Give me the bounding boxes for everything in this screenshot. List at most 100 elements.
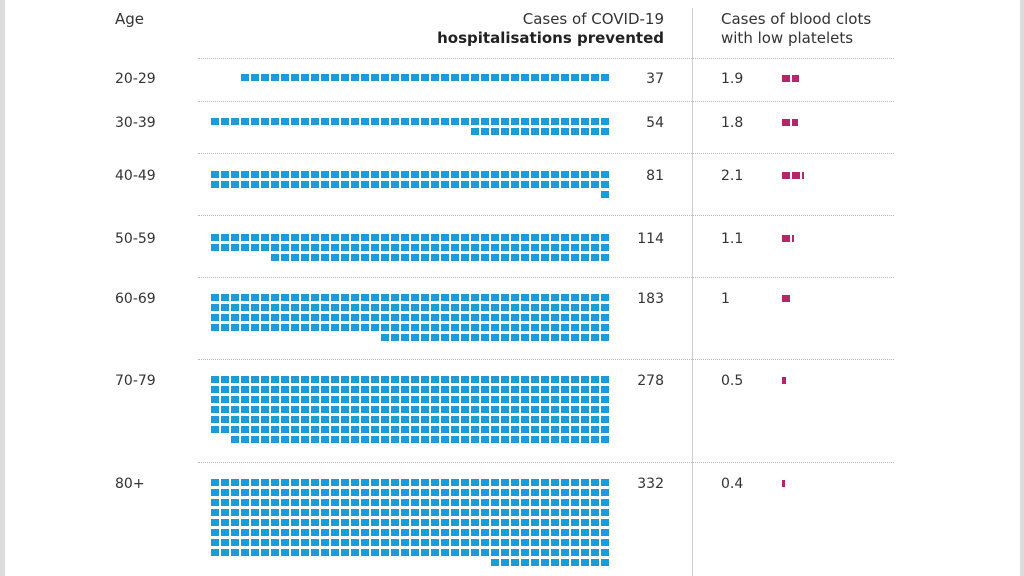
prevented-case-square [491,171,499,178]
prevented-case-square [311,479,319,486]
prevented-case-square [481,436,489,443]
prevented-case-square [451,509,459,516]
prevented-case-square [321,386,329,393]
prevented-case-square [591,539,599,546]
prevented-case-square [211,416,219,423]
prevented-case-square [421,334,429,341]
clots-value-label: 1.1 [721,231,744,247]
prevented-case-square [531,479,539,486]
prevented-case-square [301,118,309,125]
prevented-case-square [511,529,519,536]
prevented-case-square [381,314,389,321]
prevented-case-square [441,171,449,178]
prevented-case-square [551,509,559,516]
prevented-case-square [301,436,309,443]
prevented-case-square [481,479,489,486]
prevented-case-square [531,376,539,383]
prevented-case-square [301,294,309,301]
prevented-case-square [331,479,339,486]
prevented-case-square [441,376,449,383]
prevented-case-square [311,426,319,433]
prevented-case-square [521,118,529,125]
prevented-case-square [251,181,259,188]
prevented-case-square [381,376,389,383]
prevented-case-square [541,128,549,135]
prevented-case-square [391,254,399,261]
prevented-case-square [591,234,599,241]
prevented-case-square [291,74,299,81]
prevented-case-square [331,406,339,413]
prevented-case-square [471,304,479,311]
prevented-case-square [591,314,599,321]
prevented-case-square [391,334,399,341]
prevented-case-square [351,539,359,546]
prevented-case-square [521,234,529,241]
prevented-case-square [281,304,289,311]
prevented-case-square [341,489,349,496]
prevented-case-square [471,519,479,526]
prevented-case-square [401,234,409,241]
prevented-case-square [461,386,469,393]
prevented-case-square [351,324,359,331]
prevented-case-square [601,416,609,423]
prevented-case-square [581,74,589,81]
prevented-case-square [261,386,269,393]
prevented-case-square [481,499,489,506]
prevented-case-square [311,294,319,301]
prevented-case-square [361,549,369,556]
prevented-case-square [571,128,579,135]
prevented-case-square [381,181,389,188]
prevented-case-square [311,396,319,403]
prevented-case-square [551,171,559,178]
prevented-case-square [531,539,539,546]
prevented-case-square [411,549,419,556]
prevented-case-square [551,181,559,188]
prevented-case-square [221,509,229,516]
prevented-case-square [491,499,499,506]
prevented-case-square [281,234,289,241]
prevented-case-square [431,314,439,321]
prevented-case-square [211,304,219,311]
prevented-case-square [231,499,239,506]
prevented-case-square [531,118,539,125]
prevented-case-square [231,294,239,301]
prevented-case-square [581,376,589,383]
prevented-case-square [491,519,499,526]
prevented-case-square [591,294,599,301]
prevented-case-square [561,426,569,433]
prevented-case-square [241,509,249,516]
prevented-case-square [311,74,319,81]
prevented-case-square [251,489,259,496]
prevented-case-square [321,426,329,433]
prevented-case-square [261,519,269,526]
prevented-case-square [331,529,339,536]
prevented-case-square [591,499,599,506]
prevented-case-square [231,314,239,321]
prevented-case-square [491,181,499,188]
prevented-case-square [601,539,609,546]
prevented-case-square [461,314,469,321]
prevented-case-square [551,244,559,251]
prevented-case-square [321,118,329,125]
prevented-case-square [221,294,229,301]
prevented-case-square [511,171,519,178]
prevented-case-square [421,74,429,81]
prevented-case-square [281,254,289,261]
prevented-case-square [451,294,459,301]
prevented-case-square [481,539,489,546]
prevented-case-square [301,304,309,311]
prevented-case-square [551,304,559,311]
prevented-case-square [311,304,319,311]
prevented-case-square [391,436,399,443]
prevented-case-square [271,74,279,81]
prevented-case-square [481,118,489,125]
prevented-case-square [341,234,349,241]
prevented-case-square [431,416,439,423]
prevented-case-square [401,181,409,188]
prevented-case-square [281,426,289,433]
row-separator [198,277,894,278]
prevented-case-square [471,529,479,536]
prevented-case-square [211,234,219,241]
prevented-case-square [541,479,549,486]
prevented-case-square [401,426,409,433]
